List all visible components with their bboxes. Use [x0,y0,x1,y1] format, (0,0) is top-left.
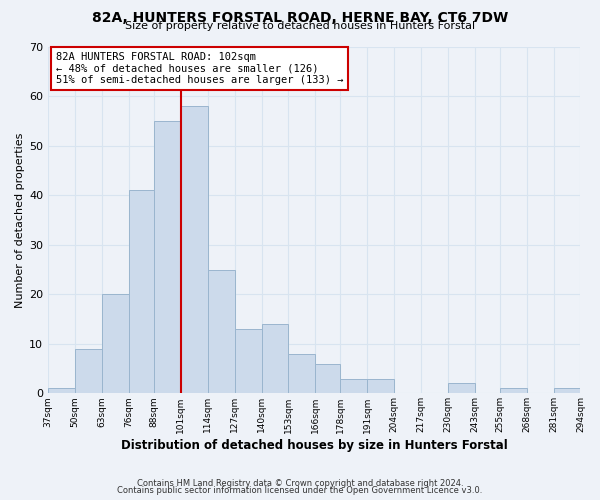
Bar [500,388,527,394]
Bar [102,294,129,394]
Text: Contains HM Land Registry data © Crown copyright and database right 2024.: Contains HM Land Registry data © Crown c… [137,478,463,488]
Bar [289,354,316,394]
Text: Contains public sector information licensed under the Open Government Licence v3: Contains public sector information licen… [118,486,482,495]
Bar [554,388,580,394]
Y-axis label: Number of detached properties: Number of detached properties [15,132,25,308]
Text: Size of property relative to detached houses in Hunters Forstal: Size of property relative to detached ho… [125,21,475,31]
Bar [208,270,235,394]
Bar [154,121,181,394]
Text: 82A, HUNTERS FORSTAL ROAD, HERNE BAY, CT6 7DW: 82A, HUNTERS FORSTAL ROAD, HERNE BAY, CT… [92,11,508,25]
X-axis label: Distribution of detached houses by size in Hunters Forstal: Distribution of detached houses by size … [121,440,508,452]
Bar [129,190,154,394]
Text: 82A HUNTERS FORSTAL ROAD: 102sqm
← 48% of detached houses are smaller (126)
51% : 82A HUNTERS FORSTAL ROAD: 102sqm ← 48% o… [56,52,344,85]
Bar [340,378,367,394]
Bar [48,388,75,394]
Bar [235,329,262,394]
Bar [316,364,340,394]
Bar [181,106,208,394]
Bar [367,378,394,394]
Bar [448,384,475,394]
Bar [75,349,102,394]
Bar [262,324,289,394]
